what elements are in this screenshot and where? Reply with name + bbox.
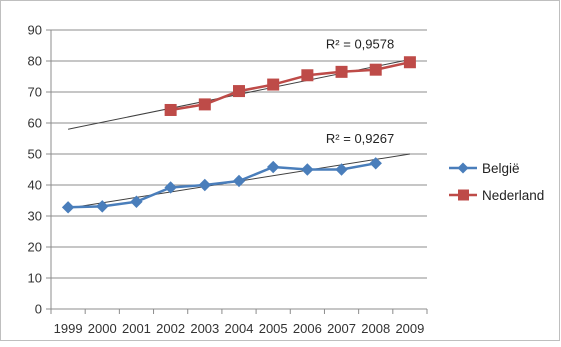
data-point-belgi [61,201,75,214]
gridlines [51,29,427,279]
legend-marker-belgi [457,162,469,174]
x-tick-label: 2008 [361,321,390,336]
y-tick-label: 20 [28,240,42,255]
data-point-belgi [335,163,348,176]
x-tick-label: 2006 [293,321,322,336]
data-point-belgi [232,174,246,188]
y-tick-label: 30 [28,209,42,224]
y-tick-label: 90 [28,23,42,38]
axes [46,29,428,314]
r-squared-label-nederland: R² = 0,9578 [326,36,394,51]
data-point-belgi [96,200,109,213]
data-point-nederland [301,69,314,82]
y-tick-label: 50 [28,147,42,162]
data-point-nederland [164,103,177,116]
data-point-nederland [267,78,280,91]
data-point-nederland [233,85,245,98]
x-tick-label: 2009 [395,321,424,336]
data-point-nederland [198,98,211,111]
y-tick-label: 80 [28,54,42,69]
data-point-belgi [164,181,177,194]
data-point-belgi [198,178,212,192]
x-tick-label: 2003 [190,321,219,336]
legend-label-belgi: België [482,161,520,176]
legend: België Nederland [449,161,544,203]
legend-label-nederland: Nederland [482,188,544,203]
data-point-nederland [403,56,416,69]
y-tick-label: 10 [28,271,42,286]
x-tick-label: 2001 [122,321,151,336]
data-point-belgi [130,195,143,208]
y-tick-label: 60 [28,116,42,131]
x-tick-label: 2000 [88,321,117,336]
data-point-belgi [369,157,382,170]
series-line-belgi [68,162,376,209]
x-tick-label: 2002 [156,321,185,336]
y-tick-label: 0 [35,302,42,317]
r-squared-label-belgi: R² = 0,9267 [326,131,394,146]
data-point-belgi [266,160,280,174]
y-tick-label: 40 [28,178,42,193]
x-tick-label: 2007 [327,321,356,336]
y-tick-label: 70 [28,85,42,100]
data-point-nederland [335,65,348,78]
series-markers [61,56,416,214]
x-tick-label: 2004 [225,321,254,336]
legend-marker-nederland [458,189,469,201]
x-tick-label: 2005 [259,321,288,336]
x-tick-label: 1999 [54,321,83,336]
data-point-nederland [369,63,382,76]
data-point-belgi [301,163,314,176]
tick-labels: 0 10 20 30 40 50 60 70 80 90 1999 2000 2001 2002 2003 2… [28,23,425,337]
